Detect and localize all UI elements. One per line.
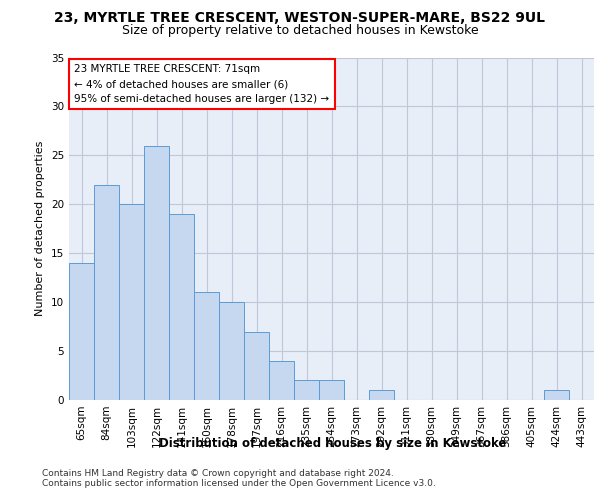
Bar xyxy=(269,361,294,400)
Text: Distribution of detached houses by size in Kewstoke: Distribution of detached houses by size … xyxy=(160,438,506,450)
Text: Size of property relative to detached houses in Kewstoke: Size of property relative to detached ho… xyxy=(122,24,478,37)
Bar xyxy=(169,214,194,400)
Text: Contains HM Land Registry data © Crown copyright and database right 2024.
Contai: Contains HM Land Registry data © Crown c… xyxy=(42,469,436,488)
Bar xyxy=(319,380,344,400)
Bar xyxy=(219,302,244,400)
Bar xyxy=(369,390,394,400)
Bar xyxy=(194,292,219,400)
Bar xyxy=(119,204,144,400)
Bar xyxy=(69,263,94,400)
Text: 23, MYRTLE TREE CRESCENT, WESTON-SUPER-MARE, BS22 9UL: 23, MYRTLE TREE CRESCENT, WESTON-SUPER-M… xyxy=(55,12,545,26)
Bar xyxy=(144,146,169,400)
Y-axis label: Number of detached properties: Number of detached properties xyxy=(35,141,46,316)
Bar xyxy=(94,184,119,400)
Bar xyxy=(294,380,319,400)
Bar xyxy=(544,390,569,400)
Text: 23 MYRTLE TREE CRESCENT: 71sqm
← 4% of detached houses are smaller (6)
95% of se: 23 MYRTLE TREE CRESCENT: 71sqm ← 4% of d… xyxy=(74,64,329,104)
Bar xyxy=(244,332,269,400)
